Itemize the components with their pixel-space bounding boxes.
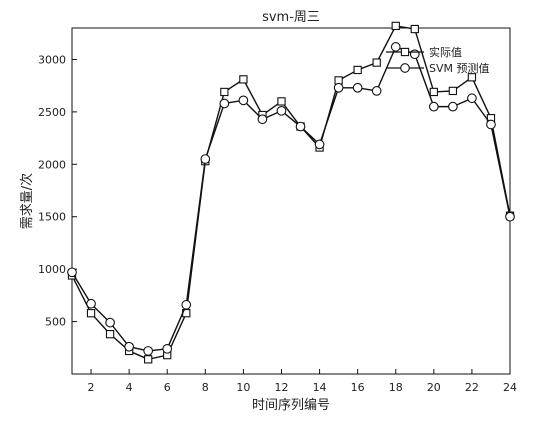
y-tick-label: 2000: [38, 158, 66, 171]
series-layer: [67, 21, 515, 364]
series-2: [67, 42, 515, 356]
actual-point: [105, 330, 115, 339]
predicted-point: [352, 82, 363, 93]
x-tick-label: 22: [465, 381, 479, 394]
x-tick-label: 20: [427, 381, 441, 394]
actual-point: [353, 65, 362, 75]
plot-frame: [71, 27, 511, 375]
axes-layer: 2 4 6 8 10 12 14 16 18 20 22 2450010001500200025003…: [19, 10, 517, 413]
actual-point: [372, 58, 381, 67]
legend-label: 实际值: [429, 45, 462, 59]
series-line: [71, 25, 511, 361]
predicted-point: [238, 95, 249, 106]
chart-title: svm-周三: [262, 10, 320, 25]
predicted-point: [409, 49, 420, 60]
predicted-point: [390, 42, 401, 52]
predicted-point: [276, 105, 287, 116]
x-tick-label: 24: [503, 381, 517, 394]
chart-legend: 实际值 SVM 预测值: [386, 45, 490, 75]
predicted-point: [486, 119, 496, 130]
legend-marker: [400, 47, 410, 57]
predicted-point: [67, 267, 77, 278]
predicted-point: [105, 317, 115, 328]
y-tick-label: 2500: [38, 106, 66, 119]
predicted-point: [371, 86, 382, 96]
actual-point: [467, 73, 477, 82]
predicted-point: [333, 82, 344, 93]
y-tick-label: 1500: [38, 211, 66, 224]
x-tick-label: 6: [164, 381, 171, 394]
x-tick-label: 18: [389, 381, 403, 394]
predicted-point: [467, 93, 477, 104]
actual-point: [429, 87, 438, 97]
actual-point: [448, 86, 458, 96]
legend-layer: 实际值 SVM 预测值: [386, 45, 490, 75]
series-line: [71, 46, 511, 352]
y-tick-label: 3000: [38, 53, 66, 66]
predicted-point: [505, 211, 515, 222]
actual-point: [220, 87, 229, 97]
predicted-point: [86, 298, 96, 309]
x-tick-label: 4: [126, 381, 133, 394]
x-tick-label: 16: [351, 381, 365, 394]
x-tick-label: 2: [88, 381, 95, 394]
predicted-point: [314, 139, 325, 150]
x-axis-title: 时间序列编号: [252, 398, 330, 413]
predicted-point: [257, 114, 268, 125]
predicted-point: [181, 299, 192, 310]
legend-marker: [400, 63, 410, 73]
actual-point: [86, 309, 96, 318]
actual-point: [391, 21, 400, 31]
actual-point: [410, 24, 419, 34]
predicted-point: [219, 98, 230, 109]
actual-point: [277, 97, 286, 106]
y-tick-label: 500: [45, 316, 66, 329]
predicted-point: [200, 154, 211, 164]
y-tick-label: 1000: [38, 263, 66, 276]
predicted-point: [143, 346, 154, 356]
predicted-point: [162, 343, 173, 354]
predicted-point: [295, 121, 306, 132]
predicted-point: [428, 101, 439, 112]
x-tick-label: 10: [236, 381, 250, 394]
actual-point: [144, 355, 153, 364]
predicted-point: [124, 341, 134, 352]
actual-point: [239, 75, 248, 84]
y-axis-title: 需求量/次: [19, 173, 35, 229]
predicted-point: [448, 101, 458, 112]
x-tick-label: 8: [202, 381, 209, 394]
legend-label: SVM 预测值: [429, 62, 490, 75]
x-tick-label: 14: [313, 381, 327, 394]
x-tick-label: 12: [274, 381, 288, 394]
